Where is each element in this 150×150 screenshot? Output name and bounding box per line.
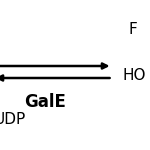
Text: HO: HO <box>123 68 147 82</box>
Text: UDP: UDP <box>0 112 26 128</box>
Text: GalE: GalE <box>24 93 66 111</box>
Text: F: F <box>129 22 138 38</box>
